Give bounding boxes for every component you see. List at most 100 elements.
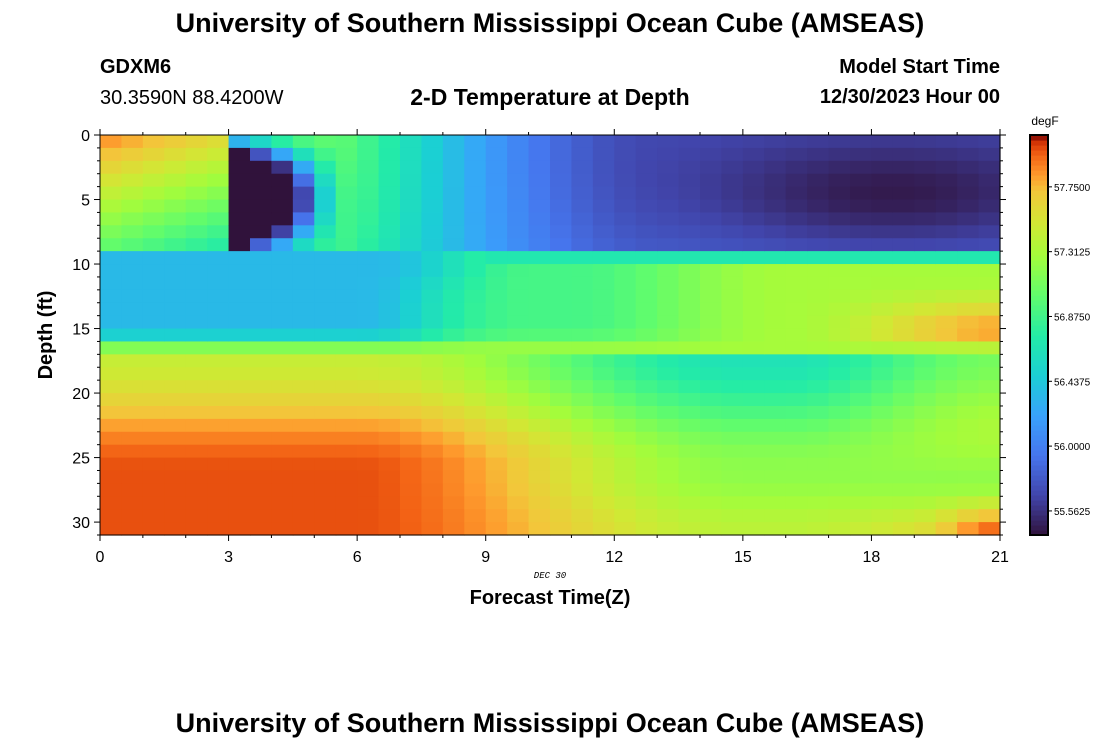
heatmap-cell: [485, 225, 508, 239]
heatmap-cell: [442, 380, 465, 394]
heatmap-cell: [592, 470, 615, 484]
heatmap-cell: [635, 367, 658, 381]
heatmap-cell: [142, 147, 165, 162]
heatmap-cell: [464, 315, 487, 330]
heatmap-cell: [485, 160, 508, 175]
heatmap-cell: [464, 251, 487, 265]
heatmap-cell: [850, 276, 873, 291]
heatmap-cell: [378, 186, 401, 201]
heatmap-cell: [485, 483, 508, 497]
heatmap-cell: [421, 380, 444, 394]
colorbar-segment: [1030, 195, 1048, 201]
y-tick-label: 0: [81, 128, 90, 145]
heatmap-cell: [742, 199, 765, 214]
colorbar-segment: [1030, 525, 1048, 531]
heatmap-cell: [121, 393, 144, 407]
heatmap-cell: [614, 225, 637, 239]
heatmap-cell: [807, 186, 830, 201]
heatmap-cell: [164, 393, 187, 407]
heatmap-cell: [421, 264, 444, 278]
heatmap-cell: [635, 264, 658, 278]
heatmap-cell: [592, 367, 615, 381]
heatmap-cell: [442, 289, 465, 304]
heatmap-cell: [121, 367, 144, 381]
colorbar-segment: [1030, 355, 1048, 361]
heatmap-cell: [635, 470, 658, 484]
heatmap-cell: [892, 147, 915, 162]
heatmap-cell: [292, 135, 315, 149]
colorbar-segment: [1030, 325, 1048, 331]
heatmap-cell: [635, 302, 658, 317]
heatmap-cell: [357, 367, 380, 381]
model-start-value: 12/30/2023 Hour 00: [819, 86, 1000, 108]
heatmap-cell: [250, 457, 273, 472]
heatmap-cell: [507, 212, 530, 226]
heatmap-cell: [292, 238, 315, 252]
heatmap-cell: [271, 341, 294, 355]
heatmap-cell: [571, 457, 594, 472]
heatmap-cell: [207, 328, 230, 343]
heatmap-cell: [528, 354, 551, 368]
heatmap-cell: [164, 418, 187, 433]
heatmap-cell: [250, 276, 273, 291]
heatmap-cell: [100, 276, 123, 291]
heatmap-cell: [721, 367, 744, 381]
colorbar-segment: [1030, 455, 1048, 461]
heatmap-cell: [335, 276, 358, 291]
heatmap-cell: [207, 418, 230, 433]
colorbar-segment: [1030, 375, 1048, 381]
heatmap-cell: [142, 289, 165, 304]
heatmap-cell: [207, 444, 230, 459]
colorbar-segment: [1030, 395, 1048, 401]
x-tick-label: 21: [991, 549, 1009, 566]
heatmap-cell: [871, 173, 894, 188]
y-tick-label: 10: [72, 257, 90, 274]
colorbar-segment: [1030, 505, 1048, 511]
colorbar-segment: [1030, 360, 1048, 366]
heatmap-cell: [571, 431, 594, 446]
heatmap-cell: [271, 135, 294, 149]
heatmap-cell: [185, 522, 208, 536]
heatmap-cell: [335, 380, 358, 394]
colorbar-segment: [1030, 220, 1048, 226]
heatmap-cell: [164, 328, 187, 343]
heatmap-cell: [121, 444, 144, 459]
heatmap-cell: [571, 225, 594, 239]
heatmap-cell: [292, 367, 315, 381]
heatmap-cell: [978, 315, 1001, 330]
heatmap-cell: [121, 186, 144, 201]
heatmap-cell: [421, 238, 444, 252]
heatmap-cell: [421, 444, 444, 459]
heatmap-cell: [614, 315, 637, 330]
heatmap-cell: [335, 212, 358, 226]
heatmap-cell: [700, 315, 723, 330]
heatmap-cell: [335, 431, 358, 446]
x-tick-label: 3: [224, 549, 233, 566]
heatmap-cell: [700, 199, 723, 214]
heatmap-cell: [742, 302, 765, 317]
heatmap-cell: [678, 289, 701, 304]
heatmap-cell: [892, 444, 915, 459]
heatmap-cell: [121, 238, 144, 252]
heatmap-cell: [764, 393, 787, 407]
heatmap-cell: [850, 380, 873, 394]
heatmap-cell: [378, 341, 401, 355]
heatmap-cell: [850, 522, 873, 536]
heatmap-cell: [614, 496, 637, 510]
heatmap-cell: [292, 173, 315, 188]
heatmap-cell: [957, 238, 980, 252]
heatmap-cell: [400, 238, 423, 252]
heatmap-cell: [935, 354, 958, 368]
heatmap-cell: [400, 302, 423, 317]
heatmap-cell: [528, 251, 551, 265]
colorbar-segment: [1030, 300, 1048, 306]
heatmap-cell: [850, 289, 873, 304]
heatmap-cell: [271, 431, 294, 446]
heatmap-cell: [764, 251, 787, 265]
heatmap-cell: [678, 418, 701, 433]
heatmap-cell: [335, 341, 358, 355]
colorbar-tick-label: 57.7500: [1054, 183, 1091, 194]
heatmap-cell: [400, 496, 423, 510]
colorbar-segment: [1030, 175, 1048, 181]
heatmap-cell: [292, 341, 315, 355]
